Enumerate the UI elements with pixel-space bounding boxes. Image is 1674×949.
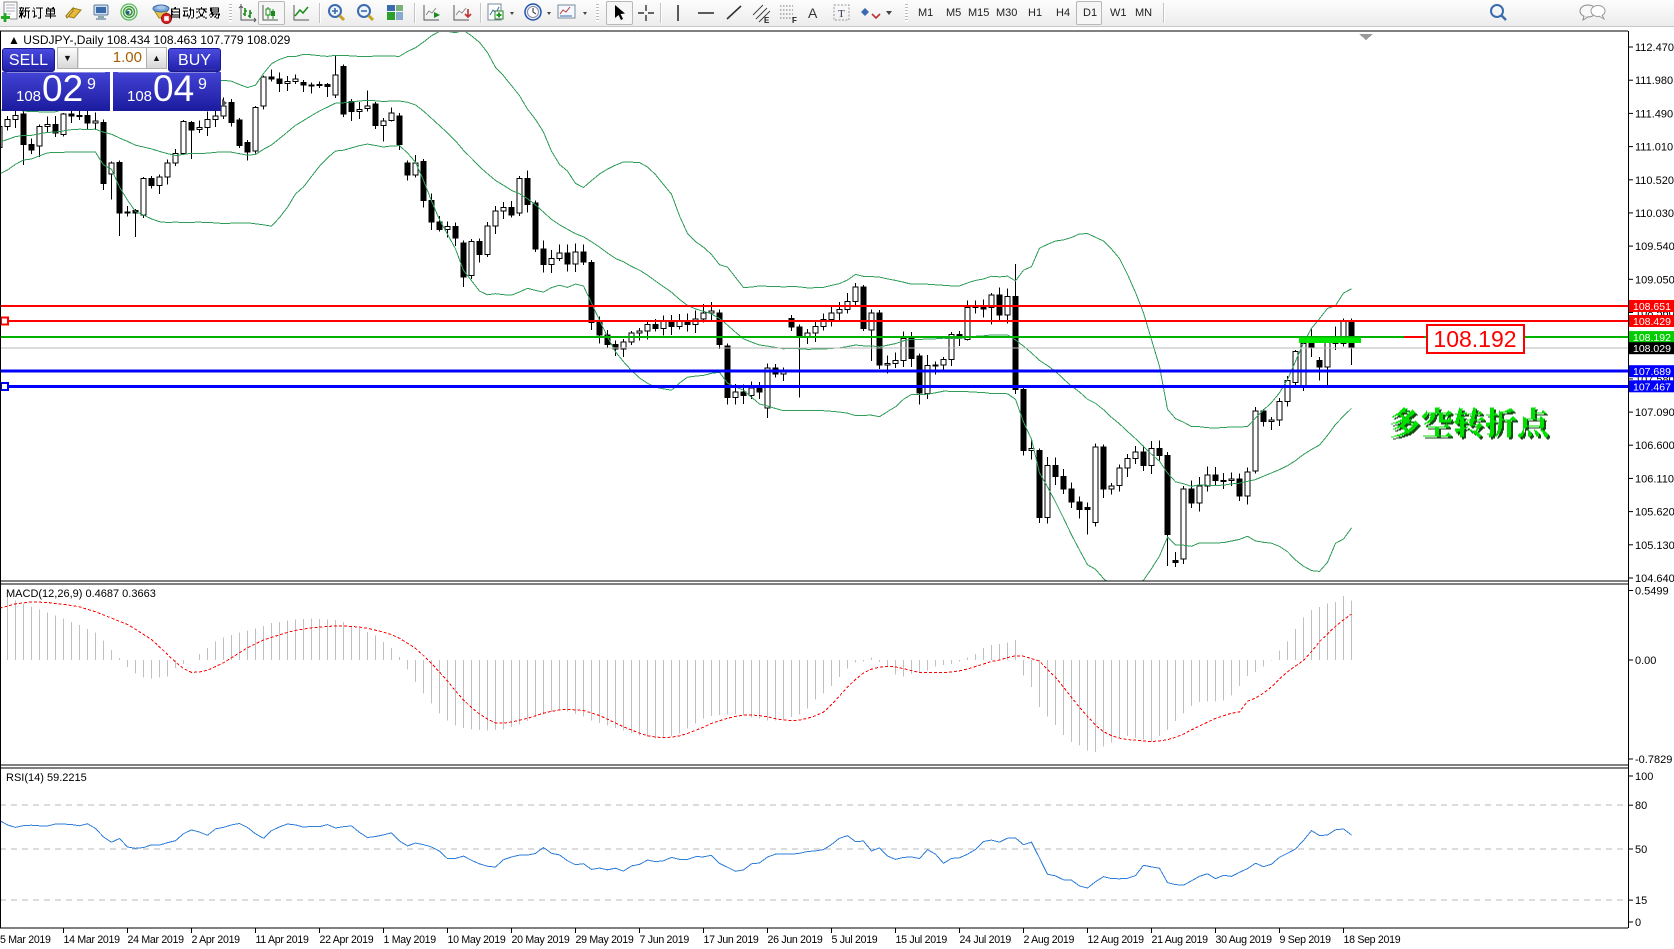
- svg-text:109.540: 109.540: [1635, 241, 1674, 253]
- svg-text:111.980: 111.980: [1635, 75, 1673, 87]
- svg-text:17 Jun 2019: 17 Jun 2019: [704, 934, 759, 946]
- svg-text:24 Jul 2019: 24 Jul 2019: [960, 934, 1012, 946]
- svg-text:111.490: 111.490: [1635, 108, 1673, 120]
- svg-text:-0.7829: -0.7829: [1635, 754, 1672, 766]
- svg-text:5 Mar 2019: 5 Mar 2019: [0, 934, 51, 946]
- svg-text:RSI(14) 59.2215: RSI(14) 59.2215: [6, 772, 87, 784]
- svg-text:105.620: 105.620: [1635, 507, 1674, 519]
- svg-text:29 May 2019: 29 May 2019: [576, 934, 634, 946]
- svg-text:0.5499: 0.5499: [1635, 586, 1669, 598]
- svg-text:26 Jun 2019: 26 Jun 2019: [768, 934, 823, 946]
- svg-text:24 Mar 2019: 24 Mar 2019: [128, 934, 185, 946]
- svg-text:T: T: [838, 8, 845, 20]
- svg-text:F: F: [792, 16, 797, 25]
- svg-text:18 Sep 2019: 18 Sep 2019: [1344, 934, 1401, 946]
- svg-text:5 Jul 2019: 5 Jul 2019: [832, 934, 878, 946]
- svg-text:MACD(12,26,9) 0.4687 0.3663: MACD(12,26,9) 0.4687 0.3663: [6, 588, 156, 600]
- svg-text:108.429: 108.429: [1633, 316, 1671, 328]
- svg-text:9 Sep 2019: 9 Sep 2019: [1280, 934, 1332, 946]
- svg-text:112.470: 112.470: [1635, 42, 1674, 54]
- svg-text:108.192: 108.192: [1633, 332, 1671, 344]
- svg-text:107.090: 107.090: [1635, 407, 1674, 419]
- svg-text:110.030: 110.030: [1635, 208, 1674, 220]
- svg-text:0: 0: [1635, 917, 1641, 929]
- svg-text:7 Jun 2019: 7 Jun 2019: [640, 934, 690, 946]
- svg-text:10 May 2019: 10 May 2019: [448, 934, 506, 946]
- svg-text:104.640: 104.640: [1635, 573, 1674, 585]
- svg-text:2 Aug 2019: 2 Aug 2019: [1024, 934, 1075, 946]
- svg-text:E: E: [764, 16, 770, 25]
- svg-text:108.651: 108.651: [1633, 301, 1671, 313]
- svg-text:0.00: 0.00: [1635, 655, 1656, 667]
- svg-text:50: 50: [1635, 844, 1647, 856]
- svg-text:12 Aug 2019: 12 Aug 2019: [1088, 934, 1145, 946]
- svg-text:107.689: 107.689: [1633, 366, 1671, 378]
- svg-text:108.029: 108.029: [1633, 343, 1671, 355]
- svg-text:15: 15: [1635, 895, 1647, 907]
- svg-text:21 Aug 2019: 21 Aug 2019: [1152, 934, 1209, 946]
- svg-text:110.520: 110.520: [1635, 175, 1674, 187]
- svg-text:22 Apr 2019: 22 Apr 2019: [320, 934, 374, 946]
- svg-text:▲ USDJPY-,Daily 108.434 108.4: ▲ USDJPY-,Daily 108.434 108.463 107.779 …: [8, 33, 291, 47]
- svg-text:80: 80: [1635, 800, 1647, 812]
- svg-text:30 Aug 2019: 30 Aug 2019: [1216, 934, 1273, 946]
- svg-text:11 Apr 2019: 11 Apr 2019: [256, 934, 309, 946]
- svg-text:109.050: 109.050: [1635, 274, 1674, 286]
- svg-text:14 Mar 2019: 14 Mar 2019: [64, 934, 121, 946]
- svg-text:2 Apr 2019: 2 Apr 2019: [192, 934, 241, 946]
- svg-text:15 Jul 2019: 15 Jul 2019: [896, 934, 948, 946]
- svg-text:107.467: 107.467: [1633, 381, 1671, 393]
- svg-text:108.192: 108.192: [1433, 326, 1516, 352]
- svg-text:100: 100: [1635, 771, 1653, 783]
- svg-text:20 May 2019: 20 May 2019: [512, 934, 570, 946]
- svg-text:106.600: 106.600: [1635, 440, 1674, 452]
- svg-text:1 May 2019: 1 May 2019: [384, 934, 437, 946]
- svg-text:106.110: 106.110: [1635, 473, 1674, 485]
- svg-text:111.010: 111.010: [1635, 142, 1673, 154]
- svg-text:105.130: 105.130: [1635, 540, 1674, 552]
